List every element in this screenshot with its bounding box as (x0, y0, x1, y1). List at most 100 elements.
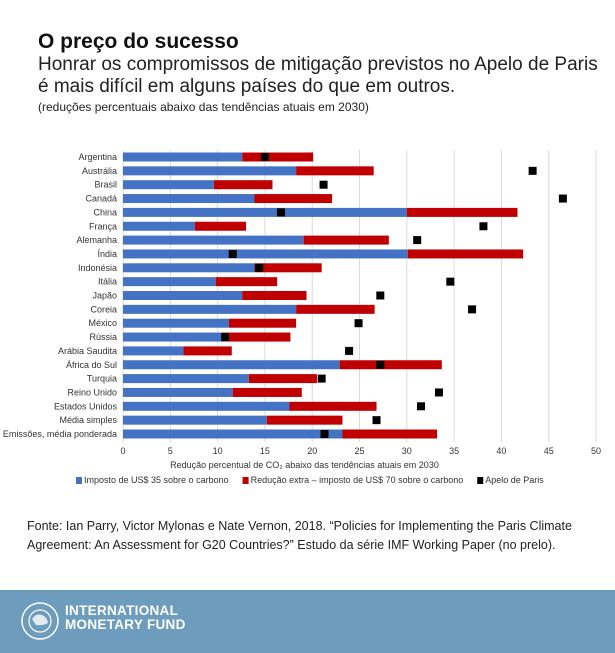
marker-paris (479, 222, 488, 231)
imf-logo-text: INTERNATIONAL MONETARY FUND (65, 604, 186, 632)
marker-paris (345, 346, 354, 355)
bar-tax-35 (123, 318, 229, 328)
category-label: França (89, 221, 117, 231)
x-tick-label: 30 (402, 446, 412, 456)
marker-paris (376, 291, 385, 300)
category-label: Índia (97, 249, 117, 259)
bar-extra-70 (303, 235, 389, 245)
marker-paris (528, 166, 537, 175)
bar-extra-70 (407, 249, 524, 259)
bar-tax-35 (123, 387, 233, 397)
bar-tax-35 (123, 415, 267, 425)
legend-label: Apelo de Paris (485, 475, 544, 485)
x-tick-label: 25 (354, 446, 364, 456)
category-label: Média simples (59, 415, 117, 425)
marker-paris (558, 194, 567, 203)
marker-paris (413, 236, 422, 245)
x-tick-label: 15 (260, 446, 270, 456)
bar-extra-70 (213, 180, 273, 190)
marker-paris (260, 153, 269, 161)
bar-extra-70 (254, 263, 322, 273)
x-tick-label: 10 (213, 446, 223, 456)
chart-header: O preço do sucesso Honrar os compromisso… (38, 30, 598, 114)
legend-swatch (76, 477, 82, 484)
source-note: Fonte: Ian Parry, Victor Mylonas e Nate … (27, 519, 572, 552)
legend-label: Imposto de US$ 35 sobre o carbono (84, 475, 229, 485)
category-label: Canadá (85, 194, 117, 204)
bar-tax-35 (123, 332, 222, 342)
bar-tax-35 (123, 360, 340, 370)
bar-tax-35 (123, 166, 297, 176)
bar-extra-70 (266, 415, 343, 425)
bar-tax-35 (123, 194, 255, 204)
x-tick-label: 20 (307, 446, 317, 456)
bar-tax-35 (123, 304, 297, 314)
marker-paris (372, 416, 381, 425)
category-label: China (93, 207, 117, 217)
x-tick-label: 35 (449, 446, 459, 456)
category-label: Estados Unidos (54, 401, 118, 411)
chart-note: (reduções percentuais abaixo das tendênc… (38, 100, 369, 114)
bar-extra-70 (342, 429, 438, 439)
marker-paris (434, 388, 443, 397)
category-label: Alemanha (76, 235, 117, 245)
bar-tax-35 (123, 207, 407, 217)
marker-paris (320, 430, 329, 438)
imf-seal-icon (21, 602, 59, 640)
marker-paris (255, 263, 264, 272)
category-label: Itália (98, 277, 117, 287)
category-label: Coreia (90, 304, 117, 314)
bar-extra-70 (289, 401, 377, 411)
category-label: Indonésia (78, 263, 117, 273)
bar-extra-70 (254, 194, 333, 204)
x-tick-label: 40 (496, 446, 506, 456)
category-label: Brasil (94, 180, 117, 190)
category-label: México (88, 318, 117, 328)
x-tick-label: 50 (591, 446, 601, 456)
marker-paris (317, 374, 326, 383)
chart-subtitle: Honrar os compromissos de mitigação prev… (38, 54, 598, 97)
bar-extra-70 (242, 291, 307, 300)
bar-extra-70 (296, 304, 375, 314)
marker-paris (468, 305, 477, 314)
marker-paris (446, 277, 455, 286)
category-label: Arábia Saudita (58, 346, 117, 356)
footer: INTERNATIONAL MONETARY FUND (0, 590, 615, 653)
marker-paris (376, 360, 385, 369)
bar-extra-70 (248, 374, 317, 384)
bar-extra-70 (221, 332, 291, 342)
bar-tax-35 (123, 180, 214, 190)
bar-extra-70 (232, 387, 302, 397)
bar-tax-35 (123, 249, 408, 259)
category-label: África do Sul (66, 360, 117, 370)
chart-title: O preço do sucesso (38, 30, 239, 53)
legend-label: Redução extra – imposto de US$ 70 sobre … (251, 475, 464, 485)
logo-line-2: MONETARY FUND (65, 617, 186, 632)
logo-line-1: INTERNATIONAL (65, 603, 179, 618)
marker-paris (319, 180, 328, 189)
bar-extra-70 (242, 152, 314, 162)
category-label: Reino Unido (67, 387, 117, 397)
bar-tax-35 (123, 221, 195, 231)
bar-tax-35 (123, 277, 216, 287)
bar-extra-70 (228, 318, 297, 328)
category-label: Argentina (78, 152, 117, 162)
marker-paris (276, 208, 285, 217)
bar-tax-35 (123, 152, 243, 162)
category-label: Austrália (82, 166, 117, 176)
legend-swatch (477, 477, 484, 484)
category-label: Rússia (89, 332, 117, 342)
marker-paris (228, 249, 237, 258)
bar-tax-35 (123, 291, 243, 300)
bar-extra-70 (406, 207, 518, 217)
marker-paris (354, 319, 363, 328)
bar-extra-70 (183, 346, 232, 356)
bar-tax-35 (123, 429, 343, 439)
x-axis-label: Redução percentual de CO₂ abaixo das ten… (170, 460, 439, 470)
x-tick-label: 45 (544, 446, 554, 456)
bar-chart: 0 5 10 15 20 25 30 35 40 45 50 Redução percentual d… (3, 150, 601, 485)
bar-extra-70 (194, 221, 246, 231)
category-label: Japão (92, 291, 117, 301)
marker-paris (416, 402, 425, 411)
bar-tax-35 (123, 263, 255, 273)
